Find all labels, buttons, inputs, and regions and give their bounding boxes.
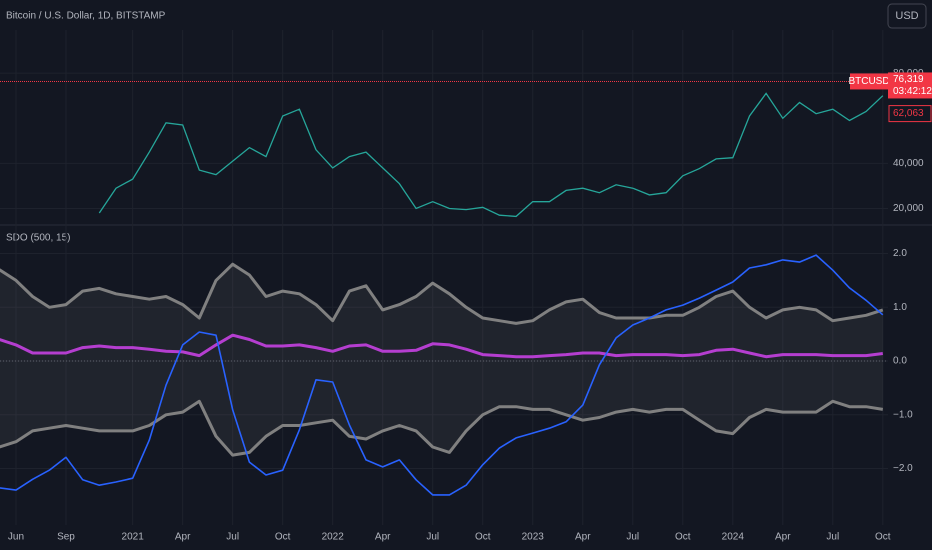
y-tick-label: −1.0 — [893, 409, 913, 420]
x-tick-label: Oct — [275, 532, 291, 543]
y-tick-label: 1.0 — [893, 302, 907, 313]
button-frame[interactable] — [887, 3, 927, 29]
chart-title: Bitcoin / U.S. Dollar, 1D, BITSTAMP — [6, 11, 166, 22]
series-line — [0, 262, 884, 325]
price-badge — [888, 72, 932, 99]
x-tick-label: Jun — [8, 532, 24, 543]
x-tick-label: 2024 — [722, 532, 745, 543]
x-tick-label: Apr — [575, 532, 591, 543]
x-tick-label: 2021 — [122, 532, 145, 543]
badge-label: BTCUSD — [848, 76, 889, 87]
x-tick-label: Oct — [675, 532, 691, 543]
x-tick-label: Jul — [626, 532, 639, 543]
x-tick-label: Jul — [226, 532, 239, 543]
y-tick-label: 20,000 — [893, 203, 924, 214]
button-label[interactable]: USD — [895, 10, 918, 22]
x-tick-label: Oct — [875, 532, 891, 543]
y-tick-label: 40,000 — [893, 158, 924, 169]
x-tick-label: Apr — [175, 532, 191, 543]
indicator-title: SDO (500, 15) — [6, 233, 70, 244]
x-tick-label: Sep — [57, 532, 75, 543]
x-tick-label: Jul — [426, 532, 439, 543]
y-tick-label: −2.0 — [893, 463, 913, 474]
band-fill — [0, 264, 883, 456]
x-tick-label: 2022 — [322, 532, 345, 543]
currency-button[interactable]: USD — [887, 3, 927, 29]
series-line — [0, 399, 884, 457]
series-line — [0, 333, 883, 359]
price-label: 76,319 — [893, 74, 924, 85]
series-line — [0, 254, 884, 496]
badge — [850, 73, 888, 90]
x-tick-label: Oct — [475, 532, 491, 543]
y-tick-label: 2.0 — [893, 248, 907, 259]
low-label: 62,063 — [893, 108, 924, 119]
x-tick-label: Apr — [775, 532, 791, 543]
low-badge — [888, 105, 932, 123]
countdown-label: 03:42:12 — [893, 86, 932, 97]
x-tick-label: Apr — [375, 532, 391, 543]
price-line — [98, 92, 884, 218]
y-tick-label: 0.0 — [893, 356, 907, 367]
x-tick-label: 2023 — [522, 532, 545, 543]
x-tick-label: Jul — [826, 532, 839, 543]
